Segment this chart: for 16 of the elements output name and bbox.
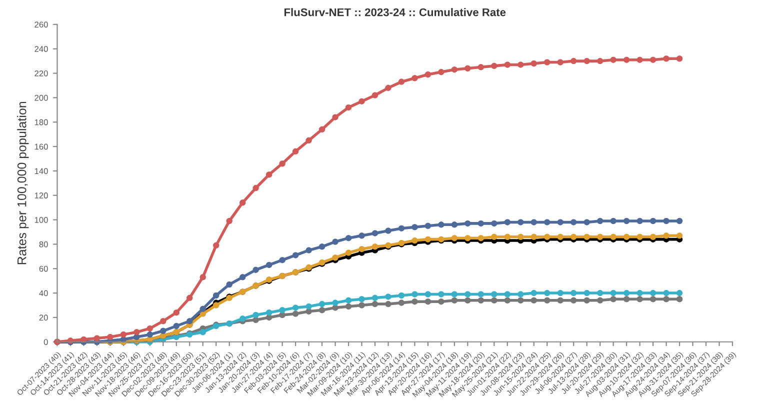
y-tick-label: 100 [34, 216, 48, 223]
y-tick-label: 260 [34, 22, 48, 28]
y-tick-label: 120 [34, 192, 48, 198]
y-tick-label: 0 [44, 339, 48, 345]
y-tick-label: 40 [39, 290, 48, 296]
y-tick-label: 240 [34, 46, 48, 52]
chart-title: FluSurv-NET :: 2023-24 :: Cumulative Rate [284, 8, 506, 16]
y-axis-title: Rates per 100,000 population [17, 102, 29, 264]
y-tick-label: 20 [39, 314, 48, 321]
y-tick-label: 160 [34, 144, 48, 150]
y-tick-label: 80 [39, 241, 48, 248]
y-tick-label: 220 [34, 70, 48, 76]
y-tick-label: 180 [34, 119, 48, 126]
y-tick-label: 60 [39, 266, 48, 272]
y-tick-label: 200 [34, 94, 48, 101]
y-tick-label: 140 [34, 168, 48, 174]
